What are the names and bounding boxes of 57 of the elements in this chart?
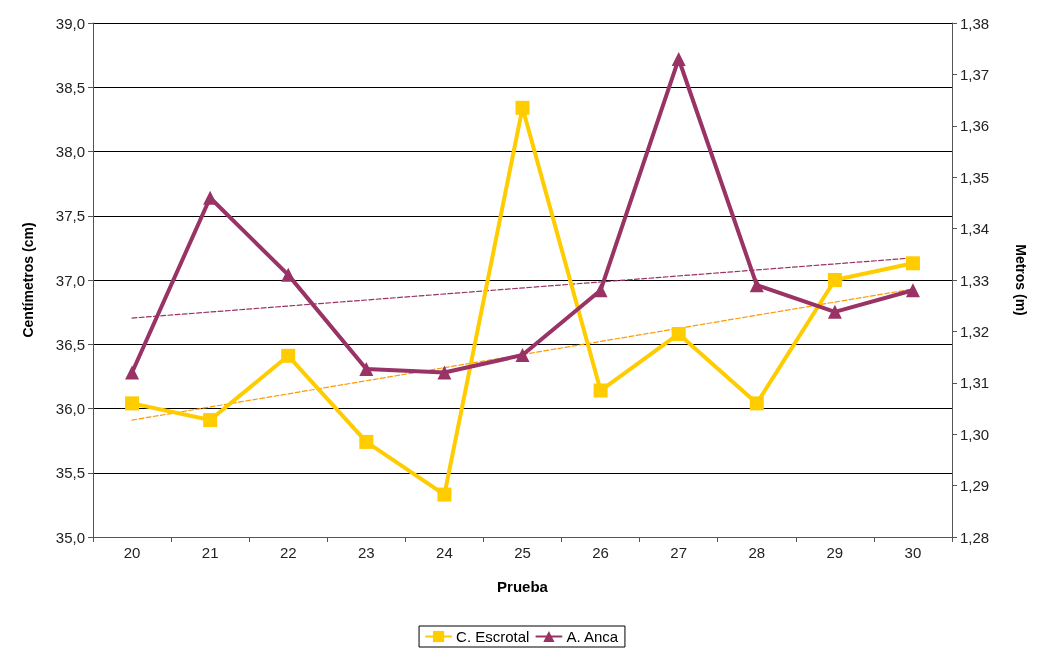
point [359,361,374,376]
point [827,304,842,319]
point [593,283,608,298]
x-tick-label: 29 [826,544,844,561]
x-tick-label: 20 [123,544,141,561]
point [515,100,530,115]
point [671,51,686,66]
y2-tick-label: 1,36 [960,117,990,135]
x-tick-label: 25 [514,544,531,561]
point [281,348,296,363]
y-axis-title: Centímetros (cm) [20,222,36,338]
y2-tick-label: 1,35 [960,168,990,186]
point [437,365,452,380]
x-tick-label: 26 [592,544,609,561]
point [515,348,530,363]
y-tick-label: 35,0 [55,528,85,546]
point [827,273,842,287]
y-tick-label: 35,5 [55,464,85,482]
y-tick-label: 39,0 [55,14,85,32]
point [749,396,764,411]
x-tick-label: 28 [748,544,766,561]
y2-tick-label: 1,38 [960,14,990,32]
x-tick-label: 23 [357,544,375,561]
point [437,487,452,502]
x-axis-title: Prueba [497,578,549,595]
y2-tick-label: 1,34 [960,220,990,238]
point [905,256,920,271]
legend-label: C. Escrotal [456,628,530,645]
y2-tick-label: 1,30 [960,425,990,443]
y-tick-label: 36,5 [55,335,85,353]
y-tick-label: 38,0 [55,143,85,160]
y-tick-label: 37,5 [55,207,85,225]
point [905,283,920,298]
legend-label: A. Anca [566,628,619,645]
y2-tick-label: 1,37 [960,65,990,83]
y2-tick-label: 1,33 [960,271,990,289]
point [749,278,764,293]
y2-tick-label: 1,32 [960,322,990,340]
x-tick-label: 27 [670,544,688,561]
y-tick-label: 37,0 [55,271,85,289]
y-tick-label: 36,0 [55,400,85,417]
x-tick-label: 30 [904,544,922,561]
x-tick-label: 24 [436,544,453,561]
point [281,267,296,282]
point [359,434,374,449]
x-tick-label: 21 [201,544,219,561]
point [593,383,608,398]
x-tick-label: 22 [279,544,297,561]
point [203,413,218,428]
point [125,365,140,380]
point [125,396,140,411]
y2-tick-label: 1,31 [960,374,990,392]
y2-tick-label: 1,29 [960,477,990,495]
point [671,326,686,341]
y2-tick-label: 1,28 [960,528,990,546]
y2-axis-title: Metros (m) [1013,244,1029,316]
y-tick-label: 38,5 [55,78,85,96]
